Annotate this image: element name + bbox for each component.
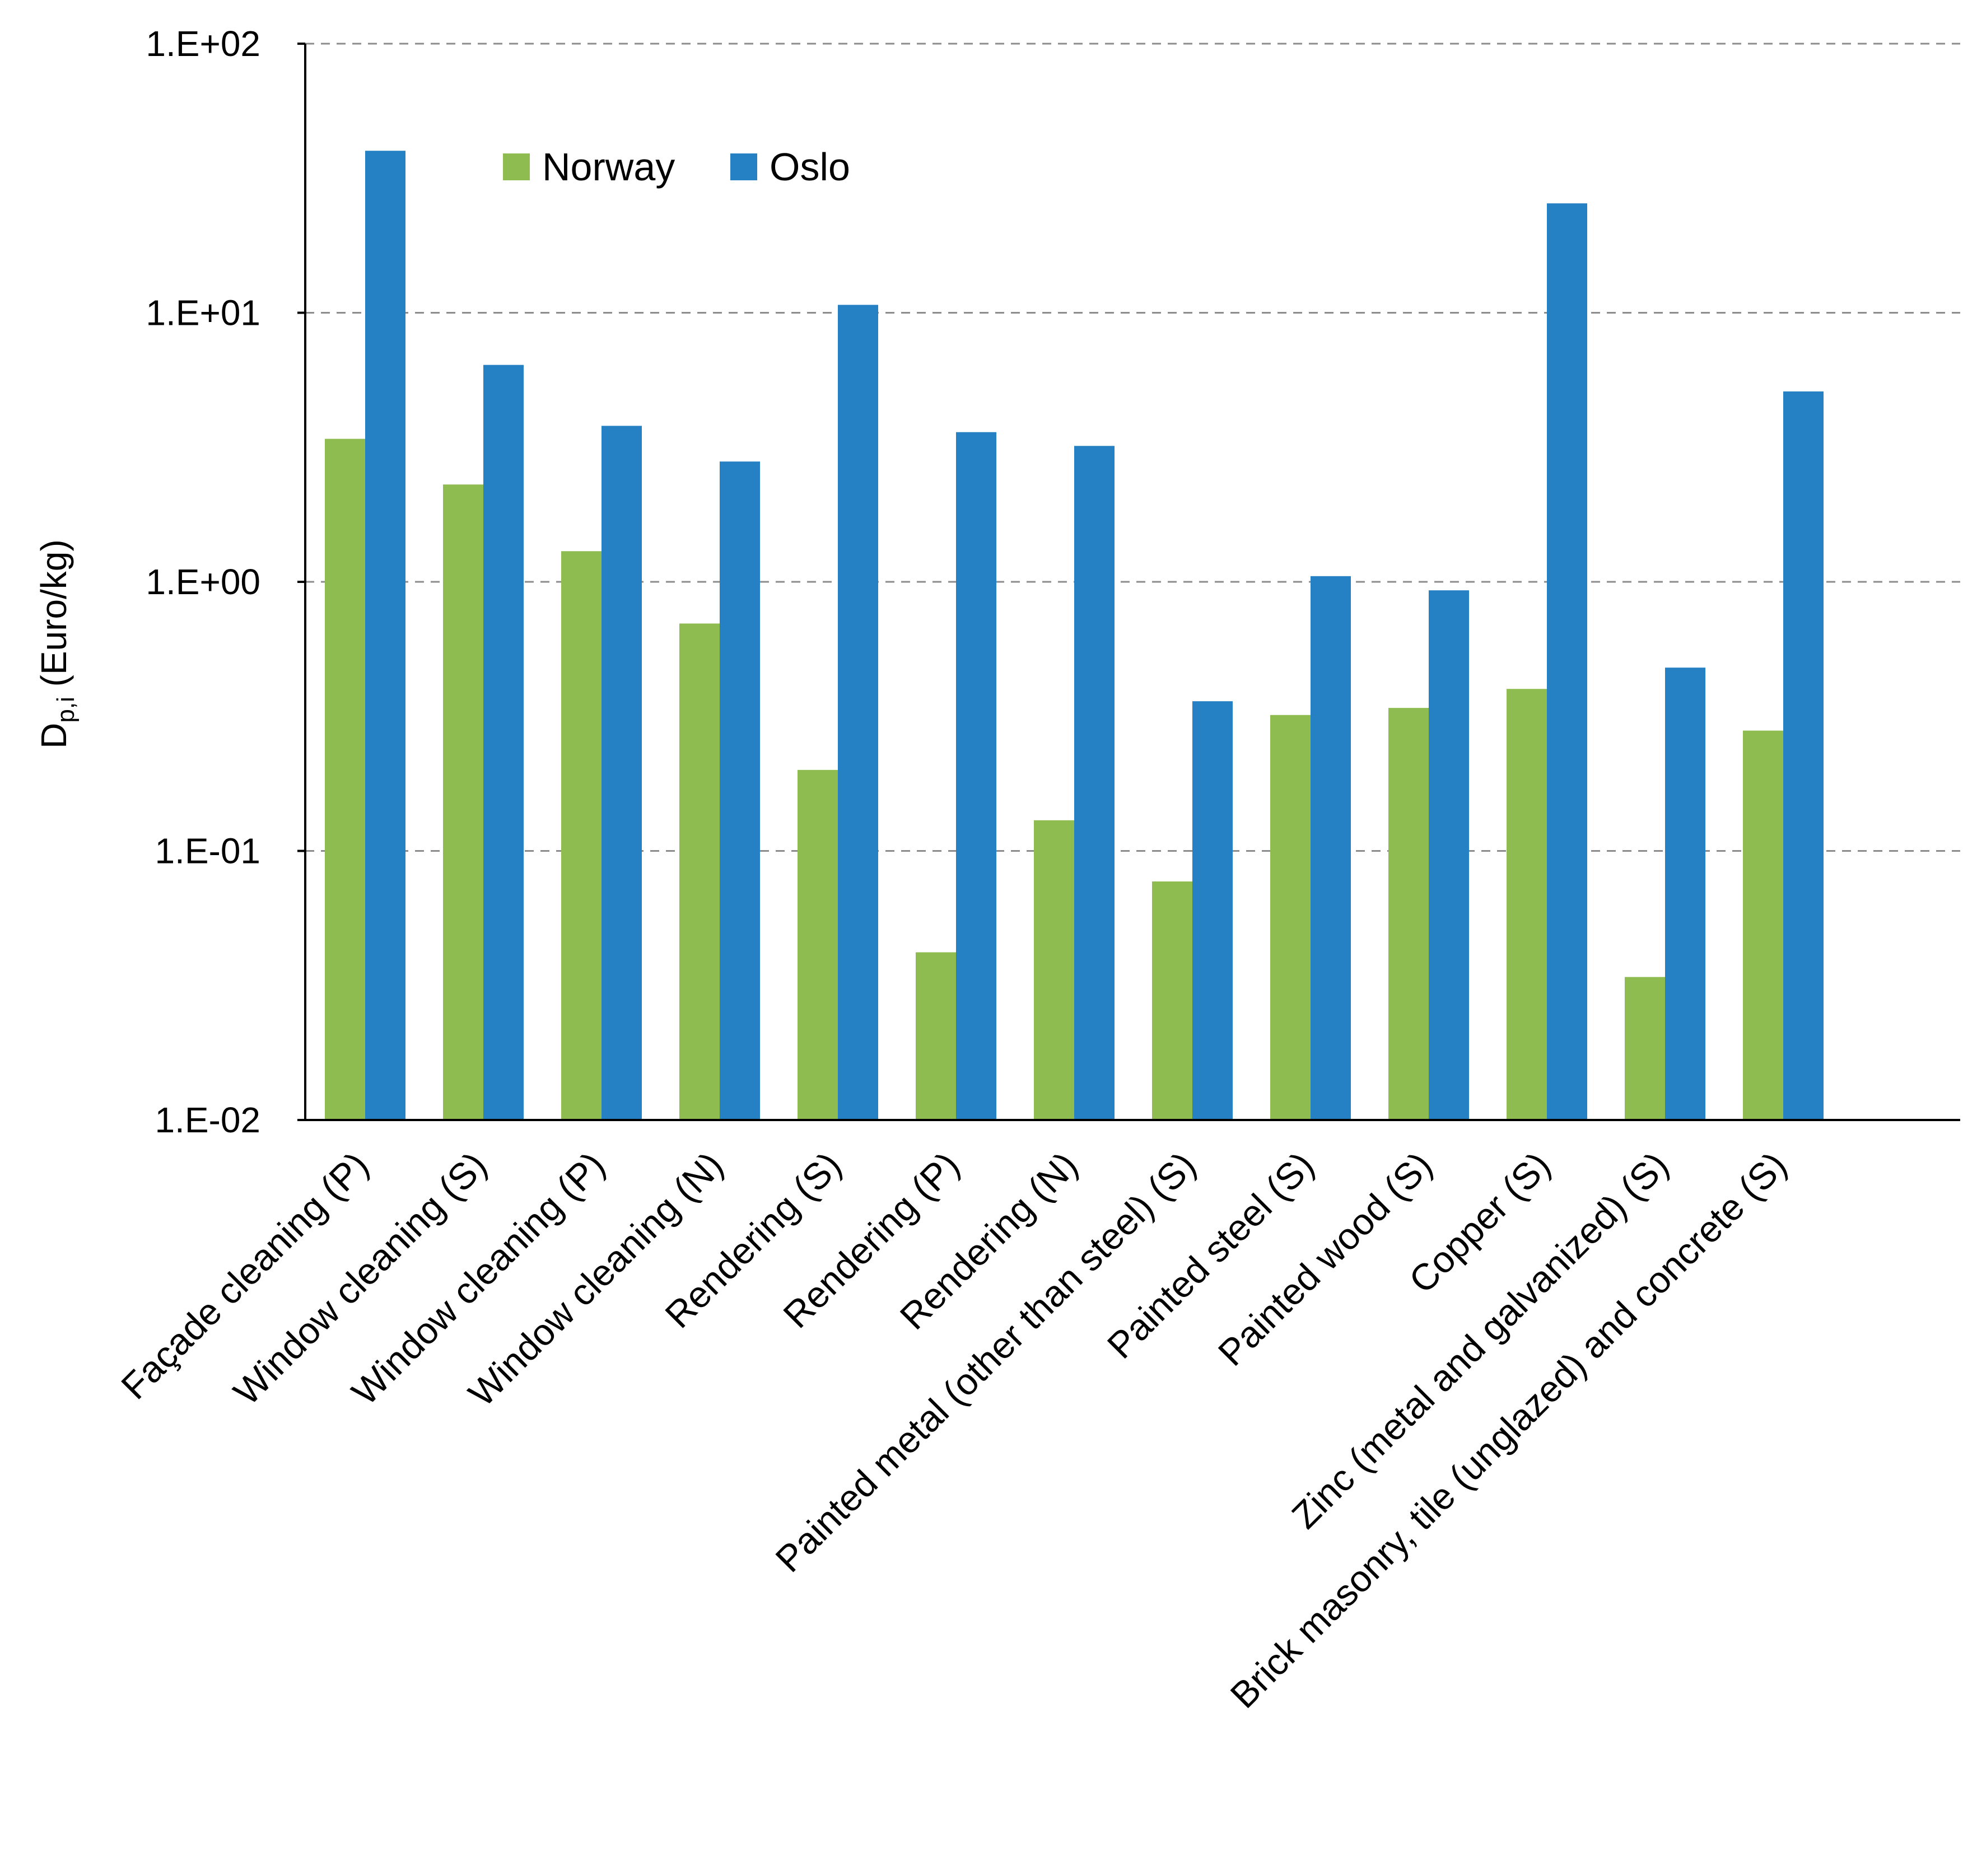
y-tick-label: 1.E+01 [146, 293, 260, 333]
bar-oslo-10 [1547, 203, 1587, 1120]
bar-norway-9 [1388, 708, 1429, 1120]
x-category-labels: Façade cleaning (P)Window cleaning (S)Wi… [113, 1144, 1794, 1716]
axes [304, 44, 1960, 1121]
bar-oslo-11 [1665, 668, 1705, 1120]
bar-oslo-1 [483, 365, 524, 1120]
y-axis-title-main: D [34, 723, 74, 749]
legend-swatch-norway [503, 153, 530, 180]
bar-oslo-7 [1192, 701, 1233, 1120]
y-tick-label: 1.E-01 [155, 831, 260, 871]
bar-norway-7 [1152, 881, 1192, 1120]
bars [325, 151, 1824, 1121]
legend: Norway Oslo [503, 145, 850, 189]
bar-norway-6 [1034, 820, 1074, 1120]
bar-norway-3 [679, 623, 720, 1120]
bar-oslo-5 [956, 432, 996, 1120]
legend-label-oslo: Oslo [770, 145, 850, 189]
bar-oslo-4 [838, 305, 878, 1120]
y-axis-title-sub: p,i [52, 697, 80, 722]
x-category-label: Brick masonry, tile (unglazed) and concr… [1222, 1144, 1794, 1716]
bar-oslo-12 [1783, 391, 1824, 1121]
x-category-label: Painted steel (S) [1099, 1144, 1322, 1366]
x-category-label: Painted metal (other than steel) (S) [767, 1144, 1204, 1580]
bar-norway-0 [325, 438, 365, 1120]
y-tick-label: 1.E+02 [146, 24, 260, 64]
bar-oslo-0 [365, 151, 405, 1120]
bar-norway-8 [1270, 715, 1311, 1120]
bar-oslo-6 [1074, 446, 1115, 1121]
legend-swatch-oslo [730, 153, 757, 180]
legend-label-norway: Norway [542, 145, 675, 189]
bar-norway-11 [1625, 977, 1665, 1120]
y-tick-label: 1.E-02 [155, 1100, 260, 1140]
bar-norway-4 [798, 769, 838, 1120]
bar-oslo-2 [602, 426, 642, 1120]
y-axis-title: Dp,i (Euro/kg) [34, 539, 80, 749]
bar-norway-10 [1507, 689, 1547, 1120]
bar-norway-2 [561, 551, 602, 1120]
y-tick-labels: 1.E-02 1.E-01 1.E+00 1.E+01 1.E+02 [146, 24, 305, 1140]
x-category-label: Painted wood (S) [1210, 1144, 1440, 1374]
bar-oslo-8 [1311, 576, 1351, 1120]
bar-norway-1 [443, 484, 483, 1121]
bar-oslo-9 [1429, 590, 1469, 1120]
y-axis-title-unit: (Euro/kg) [34, 539, 74, 697]
bar-norway-5 [916, 952, 956, 1120]
bar-oslo-3 [720, 461, 760, 1120]
y-tick-label: 1.E+00 [146, 562, 260, 602]
bar-norway-12 [1743, 730, 1783, 1120]
